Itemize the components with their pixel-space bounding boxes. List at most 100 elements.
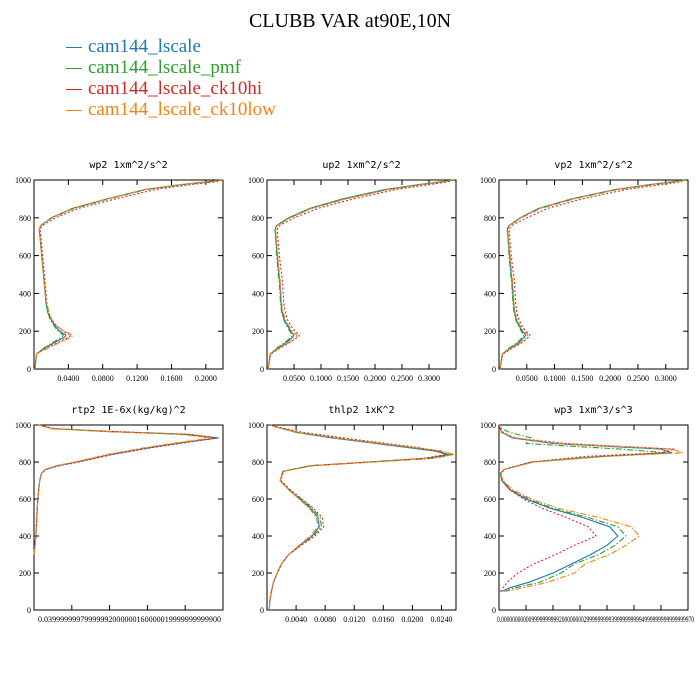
y-tick-label: 600: [19, 252, 31, 261]
plot-frame: [498, 424, 689, 611]
panel-title: rtp2 1E-6x(kg/kg)^2: [71, 405, 185, 416]
y-tick-label: 400: [19, 289, 31, 298]
plot-frame: [33, 424, 224, 611]
y-tick-label: 600: [484, 252, 496, 261]
y-tick-label: 400: [252, 532, 264, 541]
legend-label: cam144_lscale: [88, 36, 201, 57]
page-title: CLUBB VAR at90E,10N: [248, 10, 452, 32]
x-tick-label: 0.0500: [283, 374, 305, 383]
series-line: [33, 424, 213, 555]
x-tick-label: 0.2000: [364, 374, 386, 383]
y-tick-label: 1000: [248, 421, 264, 430]
plot-frame: [33, 179, 224, 370]
plot-frame: [266, 424, 457, 611]
y-tick-label: 200: [252, 327, 264, 336]
x-tick-label: 0.0400: [57, 374, 79, 383]
y-tick-label: 1000: [480, 421, 496, 430]
x-tick-label: 0.03999999979999992000000160000019999999…: [38, 615, 221, 624]
y-tick-label: 600: [484, 495, 496, 504]
y-tick-label: 1000: [15, 176, 31, 185]
series-line: [499, 179, 686, 370]
chart-panel: wp3 1xm^3/s^3 0 200 400 600 800 1000 0.00000000…: [480, 405, 694, 624]
legend-label: cam144_lscale_ck10low: [88, 99, 276, 120]
series-line: [498, 424, 676, 592]
x-tick-label: 0.0800: [92, 374, 114, 383]
series-line: [267, 179, 454, 370]
series-line: [499, 179, 686, 370]
x-tick-label: 0.1500: [571, 374, 593, 383]
chart-panel: rtp2 1E-6x(kg/kg)^2 0 200 400 600 800 1000 0.03…: [15, 405, 224, 624]
y-tick-label: 600: [252, 252, 264, 261]
y-tick-label: 800: [484, 214, 496, 223]
y-tick-label: 0: [27, 606, 31, 615]
x-tick-label: 0.2500: [627, 374, 649, 383]
series-line: [499, 424, 667, 593]
y-tick-label: 0: [260, 606, 264, 615]
x-tick-label: 0.2500: [391, 374, 413, 383]
x-tick-label: 0.1000: [544, 374, 566, 383]
series-line: [499, 179, 686, 370]
y-tick-label: 800: [252, 214, 264, 223]
legend-entry: cam144_lscale_pmf: [66, 57, 276, 78]
chart-panel: thlp2 1xK^2 0 200 400 600 800 1000 0.0040 0.0080…: [248, 405, 457, 624]
series-line: [267, 179, 454, 370]
y-tick-label: 0: [27, 365, 31, 374]
y-tick-label: 1000: [15, 421, 31, 430]
y-tick-label: 400: [252, 289, 264, 298]
x-tick-label: 0.0500: [516, 374, 538, 383]
x-tick-label: 0.1200: [126, 374, 148, 383]
series-line: [498, 424, 684, 593]
plot-frame: [498, 179, 689, 370]
y-tick-label: 1000: [248, 176, 264, 185]
y-tick-label: 600: [19, 495, 31, 504]
series-line: [34, 179, 224, 370]
panel-title: vp2 1xm^2/s^2: [554, 160, 632, 171]
legend-entry: cam144_lscale_ck10low: [66, 99, 276, 120]
y-tick-label: 1000: [480, 176, 496, 185]
y-tick-label: 800: [252, 458, 264, 467]
legend-label: cam144_lscale_pmf: [88, 57, 242, 78]
x-tick-label: 0.3000: [418, 374, 440, 383]
x-tick-label: 0.0160: [372, 615, 394, 624]
y-tick-label: 800: [484, 458, 496, 467]
panel-title: thlp2 1xK^2: [328, 405, 394, 416]
x-tick-label: 0.0120: [343, 615, 365, 624]
series-line: [33, 424, 215, 555]
series-line: [34, 179, 224, 370]
y-tick-label: 800: [19, 214, 31, 223]
y-tick-label: 0: [492, 606, 496, 615]
y-tick-label: 800: [19, 458, 31, 467]
series-line: [34, 179, 224, 370]
legend-label: cam144_lscale_ck10hi: [88, 78, 263, 99]
chart-panel: wp2 1xm^2/s^2 0 200 400 600 800 1000 0.0400 0.08…: [15, 160, 224, 383]
x-tick-label: 0.1500: [337, 374, 359, 383]
y-tick-label: 0: [492, 365, 496, 374]
x-tick-label: 0.0240: [430, 615, 452, 624]
x-tick-label: 0.0080: [314, 615, 336, 624]
y-tick-label: 400: [484, 532, 496, 541]
panel-title: wp3 1xm^3/s^3: [554, 405, 632, 416]
x-tick-label: 0.3000: [655, 374, 677, 383]
series-line: [33, 424, 219, 555]
y-tick-label: 200: [19, 327, 31, 336]
x-tick-label: 0.1000: [310, 374, 332, 383]
y-tick-label: 600: [252, 495, 264, 504]
x-tick-label: 0.0200: [401, 615, 423, 624]
x-tick-label: 0.2000: [195, 374, 217, 383]
y-tick-label: 200: [19, 569, 31, 578]
legend-entry: cam144_lscale_ck10hi: [66, 78, 276, 99]
series-line: [33, 424, 217, 555]
legend-entry: cam144_lscale: [66, 36, 276, 57]
series-line: [498, 424, 673, 593]
chart-panel: up2 1xm^2/s^2 0 200 400 600 800 1000 0.0500 0.10…: [248, 160, 457, 383]
plot-frame: [266, 179, 457, 370]
legend-swatch: [66, 89, 82, 91]
legend-swatch: [66, 110, 82, 112]
y-tick-label: 200: [484, 569, 496, 578]
y-tick-label: 400: [19, 532, 31, 541]
y-tick-label: 400: [484, 289, 496, 298]
legend: cam144_lscale cam144_lscale_pmf cam144_l…: [66, 36, 276, 120]
x-tick-label: 0.2000: [599, 374, 621, 383]
panel-title: wp2 1xm^2/s^2: [89, 160, 167, 171]
